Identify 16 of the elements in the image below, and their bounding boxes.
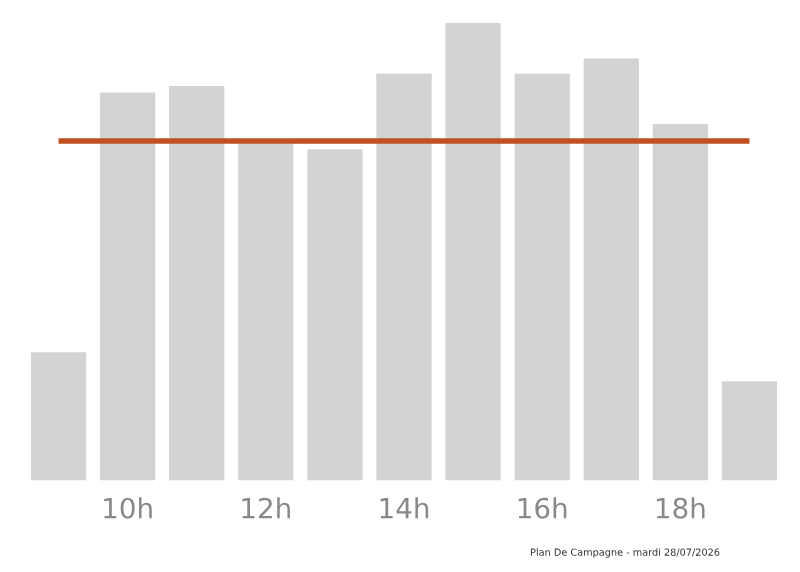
bar bbox=[721, 381, 778, 481]
bar bbox=[376, 73, 432, 481]
bar bbox=[514, 73, 570, 481]
x-tick-label: 18h bbox=[656, 497, 705, 519]
x-tick-label: 12h bbox=[242, 497, 290, 519]
bar bbox=[30, 352, 87, 481]
bar bbox=[583, 58, 639, 481]
bar bbox=[238, 140, 294, 481]
x-tick-label: 16h bbox=[518, 497, 567, 519]
bar bbox=[169, 86, 225, 481]
bar bbox=[445, 22, 501, 481]
bar bbox=[100, 92, 156, 481]
x-tick-label: 10h bbox=[104, 497, 152, 519]
x-tick-label: 14h bbox=[380, 497, 429, 519]
bar bbox=[652, 124, 708, 481]
bar bbox=[307, 149, 363, 481]
